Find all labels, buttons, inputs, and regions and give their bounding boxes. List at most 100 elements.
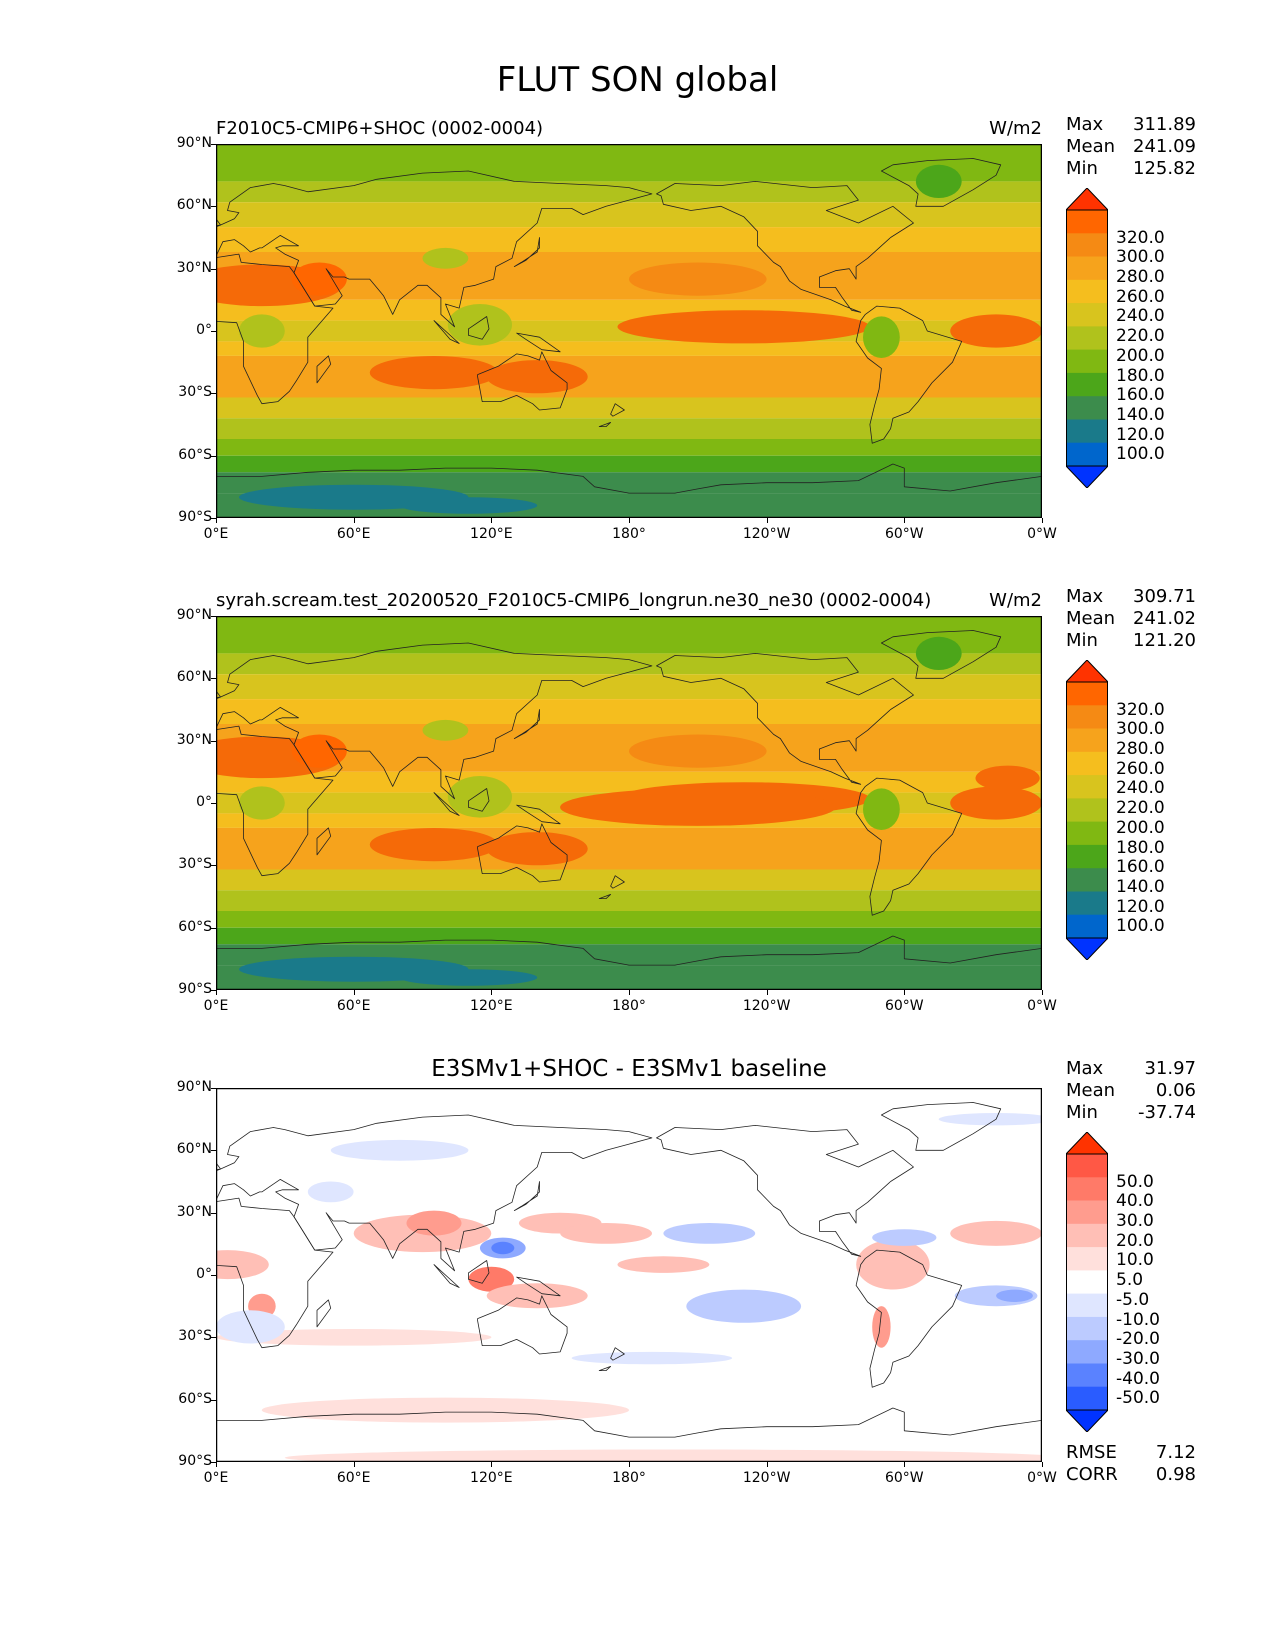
colorbar-segment: [1066, 682, 1108, 706]
contour-band: [216, 616, 1042, 654]
rmse-label: RMSE: [1066, 1442, 1117, 1463]
coastline-antarctica: [216, 463, 1042, 494]
coastline: [216, 725, 334, 877]
x-tick-mark: [1042, 518, 1043, 523]
contour-region: [950, 1220, 1042, 1246]
congo-convection: [239, 314, 285, 348]
x-tick-label: 60°W: [884, 1470, 924, 1486]
colorbar-segment: [1066, 1316, 1108, 1341]
plot-frame: [216, 1088, 1042, 1462]
coastline: [881, 158, 1002, 207]
min-value: 125.82: [1133, 158, 1196, 179]
y-tick-label: 90°N: [176, 135, 212, 151]
min-value: 121.20: [1133, 630, 1196, 651]
coastline: [467, 788, 490, 812]
colorbar-segment: [1066, 1293, 1108, 1318]
y-tick-mark: [211, 1088, 216, 1089]
coastline: [216, 218, 221, 227]
colorbar-segment: [1066, 1386, 1108, 1411]
colorbar-segment: [1066, 1363, 1108, 1388]
x-tick-mark: [766, 990, 768, 995]
coastline: [855, 777, 963, 916]
antarctic-plateau-2: [399, 969, 538, 986]
colorbar-tick-label: 120.0: [1116, 896, 1165, 917]
coastline: [516, 1276, 561, 1297]
map-plot: [216, 144, 1042, 518]
colorbar-tick-label: 5.0: [1116, 1270, 1144, 1291]
colorbar-segment: [1066, 233, 1108, 258]
coastline: [513, 237, 540, 267]
contour-band: [216, 927, 1042, 945]
x-tick-mark: [904, 518, 906, 523]
colorbar-extend-min: [1066, 1409, 1108, 1432]
x-tick-label: 0°E: [203, 526, 229, 542]
colorbar-tick-label: 30.0: [1116, 1211, 1154, 1232]
contour-band: [216, 227, 1042, 252]
mean-value: 241.02: [1133, 608, 1196, 629]
y-tick-label: 90°N: [176, 607, 212, 623]
colorbar-segment: [1066, 1154, 1108, 1178]
y-tick-mark: [211, 616, 216, 617]
australia-high: [486, 832, 588, 866]
north-pacific-high: [629, 734, 767, 768]
x-tick-label: 60°E: [336, 1470, 371, 1486]
colorbar-segment: [1066, 326, 1108, 351]
coastline: [433, 320, 460, 344]
x-tick-mark: [629, 518, 630, 523]
x-tick-label: 0°W: [1027, 1470, 1057, 1486]
colorbar-segment: [1066, 868, 1108, 892]
australia-high: [486, 360, 588, 394]
colorbar-tick-label: 20.0: [1116, 1230, 1154, 1251]
colorbar-tick-label: 280.0: [1116, 267, 1165, 288]
east-pacific-high: [560, 788, 836, 826]
colorbar-segment: [1066, 1340, 1108, 1364]
y-tick-mark: [211, 1399, 216, 1401]
coastline: [467, 1260, 490, 1284]
maritime-continent: [447, 776, 512, 818]
contour-band: [216, 341, 1042, 356]
colorbar-segment: [1066, 419, 1108, 444]
colorbar-tick-label: 200.0: [1116, 817, 1165, 838]
contour-region: [872, 1229, 937, 1246]
contour-region: [216, 1310, 285, 1344]
y-tick-label: 60°S: [178, 1390, 212, 1407]
x-tick-mark: [216, 1462, 217, 1467]
colorbar-extend-max: [1066, 188, 1108, 211]
colorbar-tick-label: 260.0: [1116, 286, 1165, 307]
x-tick-mark: [766, 1462, 768, 1467]
coastline: [855, 305, 963, 444]
x-tick-label: 0°W: [1027, 526, 1057, 542]
y-tick-mark: [211, 865, 216, 867]
colorbar: [1066, 660, 1108, 960]
colorbar-tick-label: 10.0: [1116, 1250, 1154, 1271]
y-tick-mark: [211, 927, 216, 929]
x-tick-mark: [491, 518, 493, 523]
coastline: [433, 792, 460, 816]
contour-band: [216, 699, 1042, 724]
coastline: [216, 690, 221, 699]
colorbar-segment: [1066, 1200, 1108, 1225]
y-tick-mark: [211, 455, 216, 457]
y-tick-mark: [211, 990, 216, 991]
contour-band: [216, 911, 1042, 928]
contour-band: [216, 455, 1042, 473]
colorbar-segment: [1066, 705, 1108, 730]
y-tick-mark: [211, 740, 216, 742]
x-tick-label: 120°W: [742, 998, 791, 1014]
y-tick-mark: [211, 331, 216, 332]
colorbar-segment: [1066, 751, 1108, 776]
coastline: [477, 823, 568, 883]
colorbar-tick-label: -5.0: [1116, 1289, 1150, 1310]
colorbar-tick-label: 300.0: [1116, 719, 1165, 740]
y-tick-label: 30°N: [176, 259, 212, 276]
y-tick-mark: [211, 144, 216, 145]
colorbar-segment: [1066, 303, 1108, 327]
colorbar-segment: [1066, 728, 1108, 753]
coastline: [881, 1102, 1002, 1151]
coastline: [516, 332, 561, 353]
colorbar-segment: [1066, 279, 1108, 304]
greenland-low: [915, 636, 962, 670]
x-tick-label: 120°E: [470, 998, 513, 1014]
congo-convection: [239, 786, 285, 820]
north-pacific-high: [629, 262, 767, 296]
